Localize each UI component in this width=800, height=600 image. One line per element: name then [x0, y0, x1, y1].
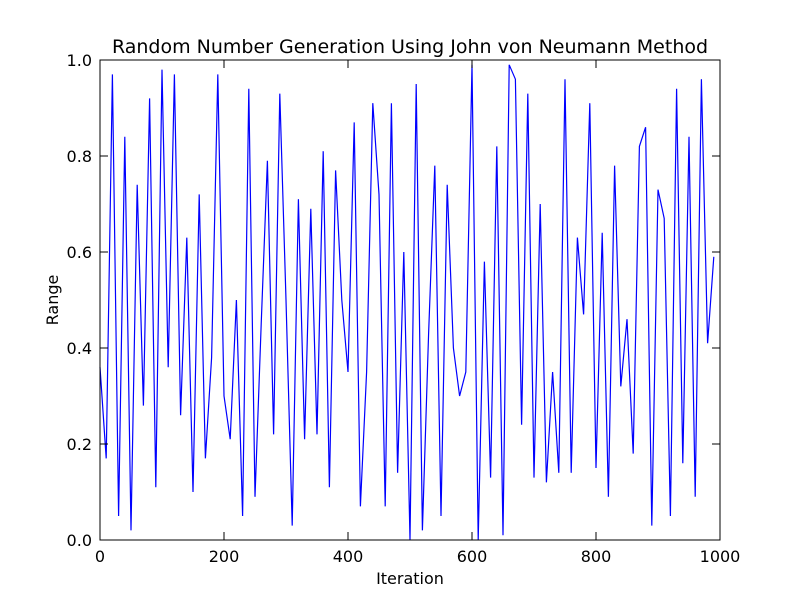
tick-labels: 0 200 400 600 800 1000 0.0 0.2 0.4 0.6 0.8 1.0: [67, 51, 741, 566]
x-axis-title: Iteration: [376, 569, 444, 588]
plot-frame: [99, 59, 721, 541]
y-tick-label: 0.8: [67, 147, 92, 166]
y-tick-label: 1.0: [67, 51, 92, 70]
x-tick-label: 400: [333, 547, 364, 566]
y-tick-label: 0.6: [67, 243, 92, 262]
x-tick-label: 0: [95, 547, 105, 566]
series-line: [99, 64, 715, 541]
x-tick-label: 800: [581, 547, 612, 566]
y-tick-label: 0.4: [67, 339, 92, 358]
chart-title: Random Number Generation Using John von …: [112, 36, 708, 58]
x-tick-label: 200: [209, 547, 240, 566]
y-axis-title: Range: [43, 275, 62, 326]
y-tick-label: 0.0: [67, 531, 92, 550]
plot-area: [100, 60, 720, 540]
x-tick-label: 1000: [700, 547, 741, 566]
y-tick-label: 0.2: [67, 435, 92, 454]
x-tick-label: 600: [457, 547, 488, 566]
